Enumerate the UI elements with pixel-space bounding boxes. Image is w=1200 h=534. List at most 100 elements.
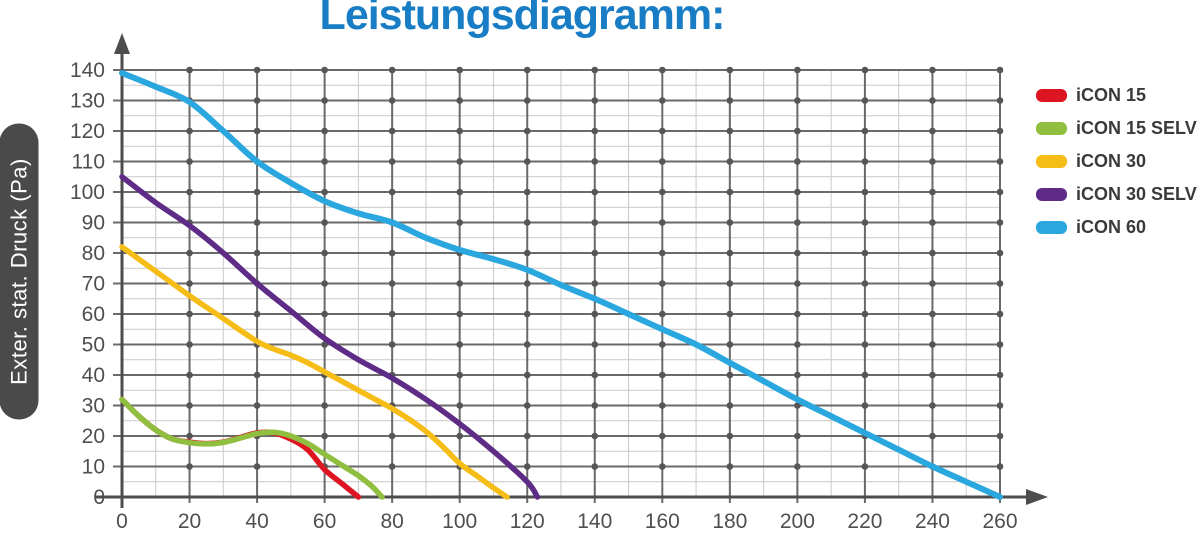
- grid-dot: [523, 158, 531, 165]
- grid-dot: [929, 310, 936, 318]
- grid-dot: [659, 158, 666, 165]
- grid-dot: [996, 310, 1004, 318]
- grid-dot: [929, 127, 936, 135]
- y-tick-label: 10: [82, 456, 105, 479]
- x-tick-label: 20: [178, 510, 201, 533]
- grid-dot: [253, 66, 261, 74]
- grid-dot: [456, 432, 463, 440]
- grid-dot: [659, 341, 666, 348]
- grid-dot: [794, 219, 801, 226]
- grid-dot: [861, 66, 869, 74]
- grid-dot: [253, 371, 261, 379]
- grid-dot: [523, 188, 531, 196]
- grid-dot: [456, 341, 463, 348]
- grid-dot: [794, 158, 801, 165]
- grid-dot: [659, 463, 666, 470]
- y-tick-label: 90: [82, 212, 105, 235]
- grid-dot: [929, 249, 936, 257]
- grid-dot: [794, 402, 801, 409]
- grid-dot: [794, 310, 801, 318]
- y-tick-label: 50: [82, 334, 105, 357]
- y-tick-label: 0: [93, 486, 105, 509]
- grid-dot: [591, 249, 599, 257]
- grid-dot: [861, 249, 869, 257]
- grid-dot: [929, 188, 936, 196]
- grid-dot: [996, 432, 1004, 440]
- curve-icon-15-selv: [119, 396, 385, 500]
- y-tick-label: 40: [82, 364, 105, 387]
- grid-dot: [929, 66, 936, 74]
- grid-dot: [388, 158, 396, 165]
- curve-icon-15: [119, 396, 362, 500]
- grid-dot: [726, 280, 734, 287]
- grid-dot: [591, 219, 599, 226]
- grid-dot: [929, 341, 936, 348]
- grid-dot: [321, 219, 328, 226]
- grid-dot: [726, 97, 734, 104]
- x-tick-label: 80: [380, 510, 403, 533]
- legend-item-icon-15-selv: iCON 15 SELV: [1036, 118, 1197, 139]
- y-tick-label: 100: [70, 181, 105, 204]
- grid-dot: [861, 371, 869, 379]
- grid-dot: [996, 127, 1004, 135]
- grid-dot: [456, 188, 463, 196]
- grid-dot: [591, 127, 599, 135]
- x-tick-label: 180: [712, 510, 747, 533]
- grid-dot: [861, 188, 869, 196]
- x-tick-labels: 0 20 40 60 80 100 120 140 160 180 200 220 240 260: [116, 510, 1017, 533]
- grid-dot: [996, 280, 1004, 287]
- grid-dot: [794, 188, 801, 196]
- grid-dot: [186, 371, 193, 379]
- grid-dot: [523, 341, 531, 348]
- grid-dot: [321, 402, 328, 409]
- grid-dot: [321, 97, 328, 104]
- grid-dot: [591, 463, 599, 470]
- grid-dot: [861, 127, 869, 135]
- x-tick-label: 40: [245, 510, 268, 533]
- grid-dot: [726, 371, 734, 379]
- grid-dot: [523, 280, 531, 287]
- grid-dot: [253, 463, 261, 470]
- grid-dot: [929, 97, 936, 104]
- grid-dot: [861, 310, 869, 318]
- grid-dot: [726, 219, 734, 226]
- grid-dot: [523, 463, 531, 470]
- grid-dot: [253, 127, 261, 135]
- grid-dot: [523, 219, 531, 226]
- grid-dot: [794, 432, 801, 440]
- x-tick-label: 0: [116, 510, 128, 533]
- legend: iCON 15 iCON 15 SELV iCON 30 iCON 30 SELV iC…: [1036, 85, 1197, 250]
- grid-dot: [929, 219, 936, 226]
- grid-dot: [388, 188, 396, 196]
- grid-dot: [253, 219, 261, 226]
- grid-dot: [523, 310, 531, 318]
- grid-dot: [388, 66, 396, 74]
- grid-dot: [996, 97, 1004, 104]
- grid-dot: [186, 158, 193, 165]
- grid-dot: [659, 371, 666, 379]
- grid-dot: [861, 341, 869, 348]
- legend-swatch-icon: [1036, 188, 1067, 201]
- grid-dot: [591, 310, 599, 318]
- y-tick-label: 140: [70, 59, 105, 82]
- grid-dot: [456, 97, 463, 104]
- curve-icon-30: [119, 244, 510, 500]
- grid-dot: [186, 310, 193, 318]
- grid-dot: [321, 249, 328, 257]
- grid-dot: [726, 432, 734, 440]
- grid-dot: [523, 371, 531, 379]
- grid-dot: [659, 188, 666, 196]
- grid-dot: [591, 371, 599, 379]
- grid-dot: [456, 219, 463, 226]
- chart-title: Leistungsdiagramm:: [319, 0, 726, 39]
- grid-dot: [321, 432, 328, 440]
- grid-dot: [388, 249, 396, 257]
- grid-dot: [794, 127, 801, 135]
- grid-dot: [388, 341, 396, 348]
- grid-dot: [659, 127, 666, 135]
- grid-dot: [591, 280, 599, 287]
- curve-icon-30-selv: [119, 174, 541, 500]
- grid-dot: [996, 158, 1004, 165]
- grid-dot: [659, 402, 666, 409]
